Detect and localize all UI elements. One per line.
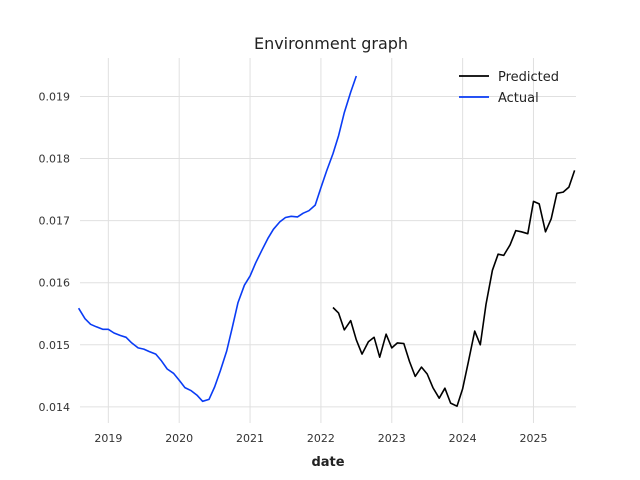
- legend-label-actual: Actual: [498, 91, 539, 106]
- y-tick-label: 0.018: [39, 153, 71, 166]
- series-line-predicted: [332, 170, 576, 408]
- y-tick-label: 0.016: [39, 277, 71, 290]
- x-tick-label: 2025: [519, 432, 547, 445]
- x-tick-label: 2020: [165, 432, 193, 445]
- x-tick-label: 2023: [378, 432, 406, 445]
- x-tick-label: 2019: [94, 432, 122, 445]
- series-line-actual: [77, 75, 358, 403]
- y-tick-label: 0.014: [39, 401, 71, 414]
- x-tick-label: 2021: [236, 432, 264, 445]
- y-tick-label: 0.019: [39, 90, 71, 103]
- series-lines: [77, 75, 576, 408]
- grid: [80, 58, 576, 423]
- y-tick-label: 0.015: [39, 339, 71, 352]
- chart-title: Environment graph: [254, 34, 408, 53]
- x-axis-label: date: [311, 455, 344, 470]
- x-tick-label: 2024: [449, 432, 477, 445]
- y-tick-label: 0.017: [39, 215, 71, 228]
- legend: Predicted Actual: [459, 70, 559, 106]
- x-tick-label: 2022: [307, 432, 335, 445]
- legend-label-predicted: Predicted: [498, 70, 559, 85]
- tick-labels: 2019 2020 2021 2022 2023 2024 2025 0.014 0.015 0.…: [39, 90, 548, 445]
